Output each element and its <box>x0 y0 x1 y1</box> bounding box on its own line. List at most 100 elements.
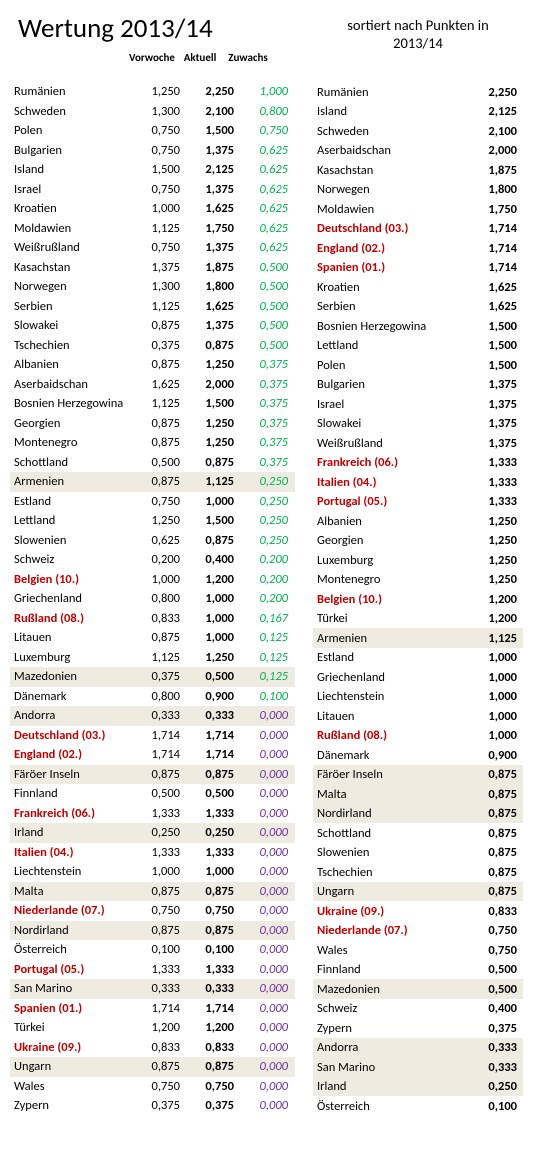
points-value: 1,000 <box>461 689 523 704</box>
aktuell-value: 0,900 <box>186 689 240 704</box>
table-row: Schweden2,100 <box>313 121 523 141</box>
table-row: Färöer Inseln0,875 <box>313 765 523 785</box>
table-row: Schweiz0,2000,4000,200 <box>10 550 295 570</box>
country-name: Island <box>10 162 132 177</box>
table-row: Rußland (08.)1,000 <box>313 726 523 746</box>
country-name: Schweden <box>10 104 132 119</box>
country-name: Finnland <box>313 962 461 977</box>
vorwoche-value: 0,750 <box>132 1079 186 1094</box>
zuwachs-value: 0,000 <box>240 1059 294 1074</box>
aktuell-value: 1,000 <box>186 864 240 879</box>
points-value: 1,375 <box>461 436 523 451</box>
aktuell-value: 0,500 <box>186 669 240 684</box>
country-name: Deutschland (03.) <box>10 728 132 743</box>
table-row: Andorra0,333 <box>313 1038 523 1058</box>
zuwachs-value: 0,000 <box>240 1098 294 1113</box>
vorwoche-value: 1,333 <box>132 845 186 860</box>
table-row: Ungarn0,8750,8750,000 <box>10 1057 295 1077</box>
table-row: Zypern0,3750,3750,000 <box>10 1096 295 1116</box>
country-name: Rumänien <box>10 84 132 99</box>
table-row: England (02.)1,714 <box>313 238 523 258</box>
points-value: 1,000 <box>461 670 523 685</box>
zuwachs-value: 0,125 <box>240 669 294 684</box>
points-value: 1,200 <box>461 592 523 607</box>
points-value: 0,875 <box>461 865 523 880</box>
aktuell-value: 1,800 <box>186 279 240 294</box>
right-title-line1: sortiert nach Punkten in <box>347 16 488 34</box>
table-row: Armenien1,125 <box>313 628 523 648</box>
table-row: Armenien0,8751,1250,250 <box>10 472 295 492</box>
zuwachs-value: 0,000 <box>240 747 294 762</box>
country-name: Mazedonien <box>313 982 461 997</box>
zuwachs-value: 0,375 <box>240 435 294 450</box>
points-value: 1,125 <box>461 631 523 646</box>
vorwoche-value: 0,375 <box>132 338 186 353</box>
left-column-headers: Vorwoche Aktuell Zuwachs <box>10 51 295 64</box>
country-name: Schweiz <box>313 1001 461 1016</box>
table-row: Kasachstan1,3751,8750,500 <box>10 258 295 278</box>
country-name: Slowakei <box>313 416 461 431</box>
vorwoche-value: 0,100 <box>132 942 186 957</box>
points-value: 0,875 <box>461 884 523 899</box>
table-row: Färöer Inseln0,8750,8750,000 <box>10 765 295 785</box>
aktuell-value: 0,875 <box>186 1059 240 1074</box>
table-row: Mazedonien0,3750,5000,125 <box>10 667 295 687</box>
right-table-body: Rumänien2,250Island2,125Schweden2,100Ase… <box>313 82 523 1116</box>
vorwoche-value: 0,750 <box>132 182 186 197</box>
country-name: Frankreich (06.) <box>313 455 461 470</box>
vorwoche-value: 0,250 <box>132 825 186 840</box>
table-row: Ukraine (09.)0,8330,8330,000 <box>10 1038 295 1058</box>
country-name: Slowenien <box>313 845 461 860</box>
vorwoche-value: 0,833 <box>132 1040 186 1055</box>
vorwoche-value: 1,300 <box>132 104 186 119</box>
country-name: Rußland (08.) <box>10 611 132 626</box>
table-row: Wales0,750 <box>313 940 523 960</box>
aktuell-value: 0,500 <box>186 786 240 801</box>
country-name: Slowakei <box>10 318 132 333</box>
country-name: Wales <box>313 943 461 958</box>
vorwoche-value: 0,750 <box>132 903 186 918</box>
table-row: Türkei1,200 <box>313 609 523 629</box>
aktuell-value: 0,400 <box>186 552 240 567</box>
vorwoche-value: 1,714 <box>132 1001 186 1016</box>
zuwachs-value: 0,000 <box>240 1020 294 1035</box>
country-name: Georgien <box>313 533 461 548</box>
vorwoche-value: 0,500 <box>132 786 186 801</box>
aktuell-value: 1,375 <box>186 318 240 333</box>
table-row: Niederlande (07.)0,750 <box>313 921 523 941</box>
aktuell-value: 1,500 <box>186 123 240 138</box>
header-zuwachs: Zuwachs <box>224 51 272 64</box>
country-name: Ukraine (09.) <box>313 904 461 919</box>
table-row: Bulgarien1,375 <box>313 375 523 395</box>
aktuell-value: 0,750 <box>186 903 240 918</box>
table-row: Georgien1,250 <box>313 531 523 551</box>
country-name: Griechenland <box>313 670 461 685</box>
vorwoche-value: 1,000 <box>132 201 186 216</box>
zuwachs-value: 0,375 <box>240 377 294 392</box>
zuwachs-value: 0,625 <box>240 143 294 158</box>
zuwachs-value: 0,125 <box>240 650 294 665</box>
vorwoche-value: 0,750 <box>132 123 186 138</box>
table-row: Malta0,8750,8750,000 <box>10 882 295 902</box>
right-column-title: sortiert nach Punkten in 2013/14 <box>313 16 523 52</box>
table-row: Estland0,7501,0000,250 <box>10 492 295 512</box>
country-name: San Marino <box>10 981 132 996</box>
table-row: San Marino0,333 <box>313 1057 523 1077</box>
country-name: Aserbaidschan <box>10 377 132 392</box>
aktuell-value: 1,000 <box>186 591 240 606</box>
table-row: Weißrußland0,7501,3750,625 <box>10 238 295 258</box>
table-row: Norwegen1,800 <box>313 180 523 200</box>
vorwoche-value: 1,125 <box>132 650 186 665</box>
points-value: 1,800 <box>461 182 523 197</box>
vorwoche-value: 0,875 <box>132 1059 186 1074</box>
points-value: 0,875 <box>461 806 523 821</box>
country-name: Portugal (05.) <box>10 962 132 977</box>
country-name: San Marino <box>313 1060 461 1075</box>
country-name: Belgien (10.) <box>10 572 132 587</box>
aktuell-value: 1,000 <box>186 494 240 509</box>
vorwoche-value: 1,333 <box>132 806 186 821</box>
table-row: Irland0,2500,2500,000 <box>10 823 295 843</box>
aktuell-value: 1,714 <box>186 1001 240 1016</box>
country-name: Zypern <box>313 1021 461 1036</box>
country-name: Island <box>313 104 461 119</box>
